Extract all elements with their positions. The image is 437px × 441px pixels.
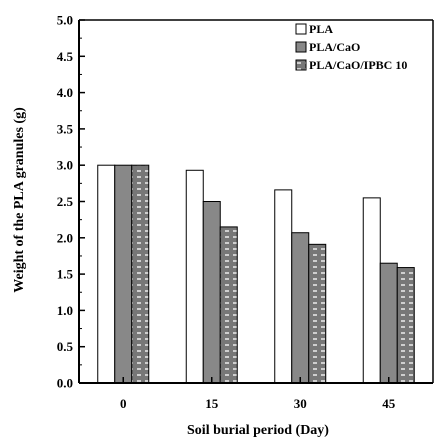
y-tick-label: 5.0	[57, 13, 73, 28]
y-tick-label: 1.5	[57, 267, 74, 282]
y-tick-label: 4.0	[57, 85, 73, 100]
y-tick-label: 3.5	[57, 121, 74, 136]
ticks-group: 0.0 0.5 1.0 1.5 2.0 2.5 3.0 3.5 4.0 4.5 5.0 0 15 30 45	[57, 13, 396, 412]
bar-pla-cao-15	[202, 201, 221, 384]
y-tick-label: 0.0	[57, 376, 73, 391]
y-tick-label: 0.5	[57, 339, 74, 354]
bar-pla-cao-45	[379, 262, 398, 384]
legend-label: PLA	[309, 22, 333, 36]
x-tick-label: 30	[294, 396, 307, 411]
legend-swatch	[295, 23, 307, 35]
bar-pla-cao-ipbc-10-15	[219, 226, 238, 384]
bar-pla-45	[362, 197, 381, 384]
bar-pla-30	[274, 189, 293, 384]
x-tick-label: 15	[205, 396, 219, 411]
legend: PLA PLA/CaO PLA/CaO/IPBC 10	[295, 22, 407, 72]
bar-pla-cao-0	[114, 164, 133, 384]
bars-group	[97, 164, 415, 384]
bar-pla-cao-ipbc-10-45	[396, 267, 415, 384]
x-tick-label: 45	[382, 396, 396, 411]
bar-pla-cao-ipbc-10-0	[131, 164, 150, 384]
x-tick-label: 0	[120, 396, 127, 411]
legend-label: PLA/CaO/IPBC 10	[309, 58, 407, 72]
y-tick-label: 1.0	[57, 303, 73, 318]
legend-swatch	[295, 59, 307, 71]
bar-pla-0	[97, 164, 116, 384]
y-axis-title: Weight of the PLA granules (g)	[12, 107, 27, 293]
y-tick-label: 2.5	[57, 194, 74, 209]
y-tick-label: 2.0	[57, 230, 73, 245]
bar-pla-cao-ipbc-10-30	[308, 243, 327, 384]
legend-label: PLA/CaO	[309, 40, 360, 54]
x-axis-title: Soil burial period (Day)	[187, 423, 329, 438]
legend-swatch	[295, 41, 307, 53]
bar-pla-15	[185, 169, 204, 384]
y-tick-label: 3.0	[57, 158, 73, 173]
y-tick-label: 4.5	[57, 49, 74, 64]
bar-pla-cao-30	[291, 232, 310, 384]
